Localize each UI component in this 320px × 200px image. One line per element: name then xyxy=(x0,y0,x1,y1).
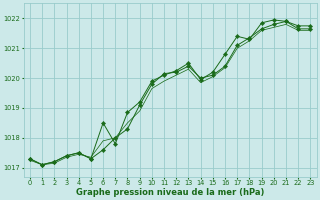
X-axis label: Graphe pression niveau de la mer (hPa): Graphe pression niveau de la mer (hPa) xyxy=(76,188,264,197)
